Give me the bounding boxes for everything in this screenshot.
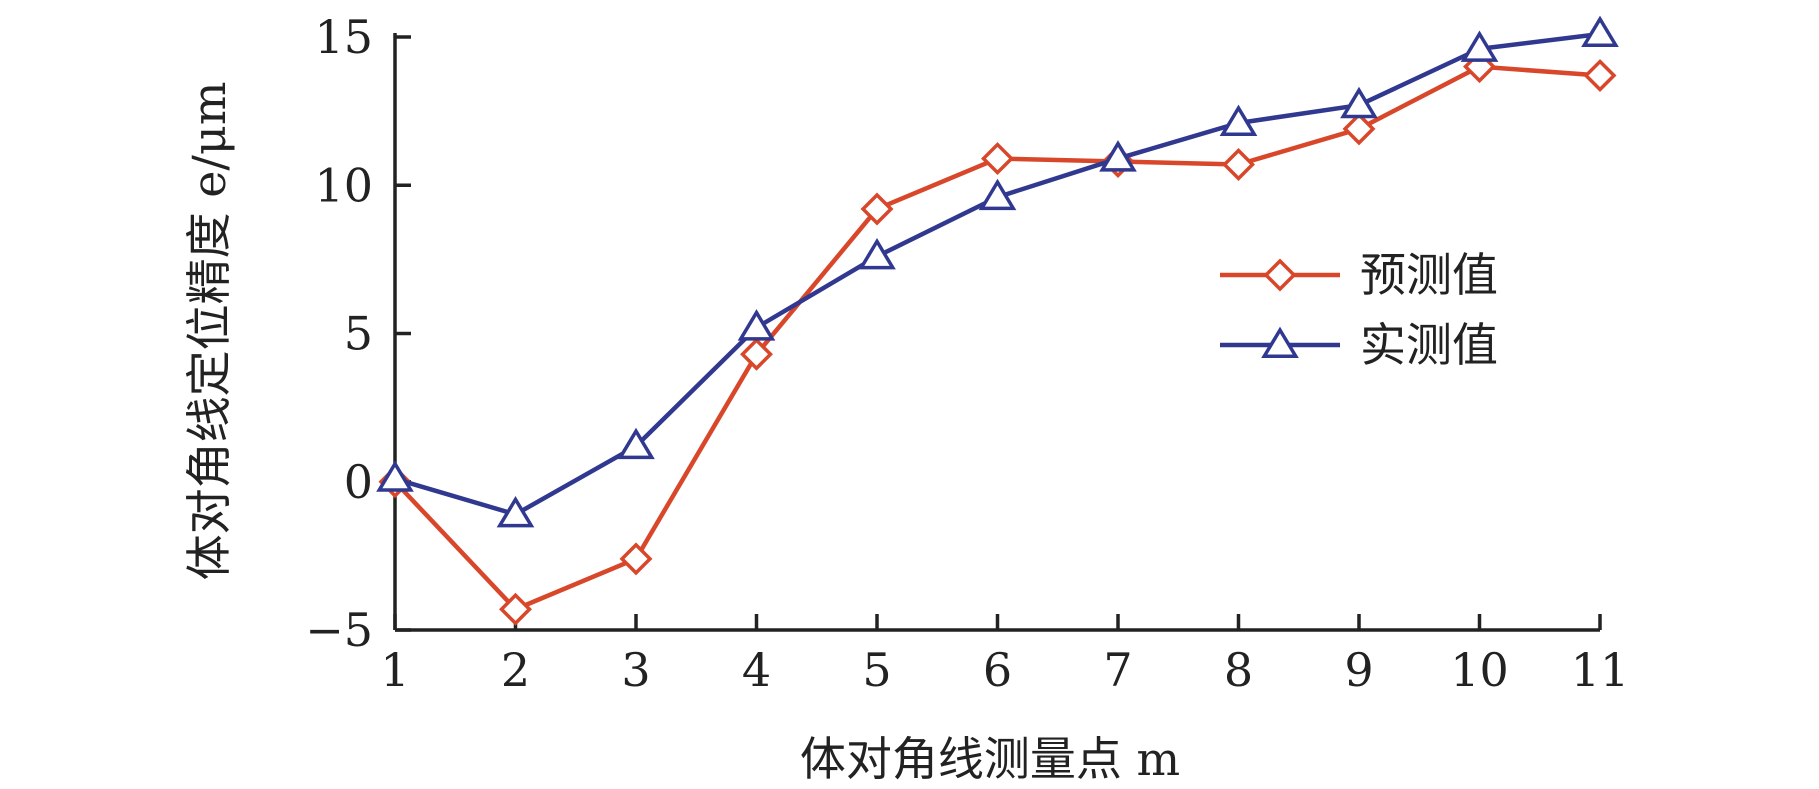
triangle-point bbox=[737, 309, 776, 341]
triangle-point bbox=[617, 427, 655, 460]
x-tick-label: 2 bbox=[501, 643, 530, 697]
y-tick-label: −5 bbox=[305, 603, 373, 657]
diamond-point bbox=[619, 542, 653, 576]
x-tick-label: 5 bbox=[862, 643, 891, 697]
triangle-point bbox=[1340, 86, 1378, 119]
diamond-point bbox=[981, 142, 1014, 176]
triangle-point bbox=[1099, 140, 1137, 172]
triangle-point bbox=[1219, 104, 1258, 136]
diamond-point bbox=[1342, 112, 1376, 146]
x-tick-label: 1 bbox=[380, 643, 409, 697]
triangle-point bbox=[1460, 30, 1499, 62]
triangle-point bbox=[376, 460, 414, 492]
triangle-point bbox=[978, 178, 1017, 211]
diamond-point bbox=[860, 192, 894, 226]
legend-label: 实测值 bbox=[1360, 318, 1498, 372]
x-axis-title: 体对角线测量点 m bbox=[800, 732, 1180, 786]
x-tick-label: 9 bbox=[1344, 643, 1373, 697]
series-2 bbox=[376, 15, 1619, 528]
y-axis-title: 体对角线定位精度 e/μm bbox=[182, 82, 236, 581]
y-ticks: 15 10 5 0 −5 bbox=[305, 10, 411, 657]
y-tick-label: 10 bbox=[314, 158, 373, 212]
x-tick-label: 4 bbox=[742, 643, 771, 697]
diamond-point bbox=[1222, 148, 1255, 181]
x-ticks: 1 2 3 4 5 6 7 8 9 10 11 bbox=[380, 614, 1629, 697]
y-tick-label: 5 bbox=[344, 307, 373, 361]
triangle-point bbox=[496, 495, 535, 528]
diamond-point bbox=[1583, 59, 1617, 93]
legend-marker bbox=[1261, 326, 1299, 358]
series-layer bbox=[376, 15, 1619, 626]
legend-label: 预测值 bbox=[1360, 248, 1498, 302]
x-tick-label: 11 bbox=[1571, 643, 1630, 697]
y-tick-label: 0 bbox=[344, 455, 373, 509]
triangle-point bbox=[1581, 15, 1619, 48]
legend-marker bbox=[1263, 258, 1297, 292]
diamond-point bbox=[740, 337, 773, 371]
triangle-point bbox=[858, 238, 896, 270]
x-tick-label: 8 bbox=[1224, 643, 1253, 697]
x-tick-label: 6 bbox=[983, 643, 1012, 697]
x-tick-label: 3 bbox=[621, 643, 650, 697]
x-tick-label: 7 bbox=[1103, 643, 1132, 697]
x-tick-label: 10 bbox=[1450, 643, 1509, 697]
y-tick-label: 15 bbox=[314, 10, 373, 64]
diamond-point bbox=[499, 592, 532, 626]
